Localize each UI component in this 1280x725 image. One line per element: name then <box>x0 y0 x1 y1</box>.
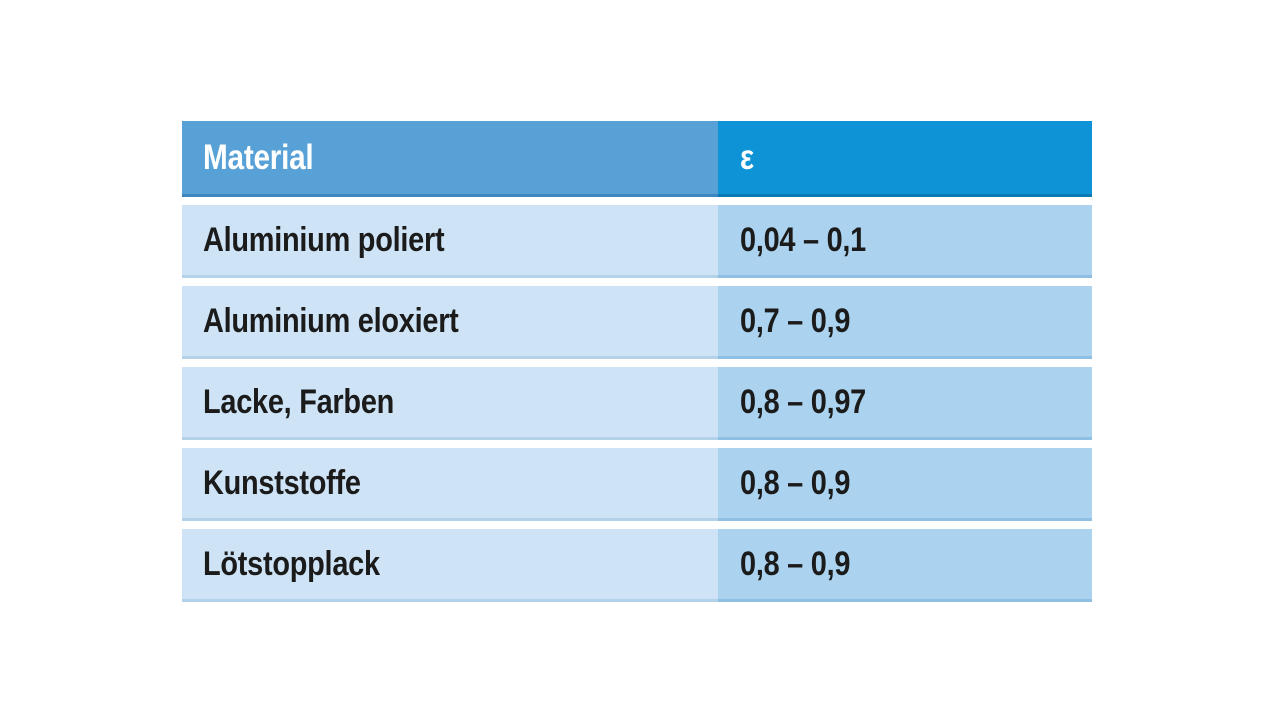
table-row: Aluminium eloxiert 0,7 – 0,9 <box>182 286 1092 359</box>
epsilon-value: 0,8 – 0,97 <box>740 382 867 421</box>
epsilon-value: 0,7 – 0,9 <box>740 301 851 340</box>
header-cell-epsilon: ε <box>718 121 1092 197</box>
cell-epsilon: 0,8 – 0,9 <box>718 448 1092 521</box>
cell-epsilon: 0,7 – 0,9 <box>718 286 1092 359</box>
cell-epsilon: 0,8 – 0,9 <box>718 529 1092 602</box>
material-value: Aluminium eloxiert <box>203 301 459 340</box>
cell-material: Lacke, Farben <box>182 367 718 440</box>
emissivity-table: Material ε Aluminium poliert 0,04 – 0,1 … <box>182 121 1092 602</box>
cell-material: Aluminium poliert <box>182 205 718 278</box>
header-label-material: Material <box>203 137 314 177</box>
material-value: Aluminium poliert <box>203 220 445 259</box>
material-value: Lacke, Farben <box>203 382 395 421</box>
cell-material: Kunststoffe <box>182 448 718 521</box>
header-label-epsilon: ε <box>740 137 754 177</box>
cell-epsilon: 0,8 – 0,97 <box>718 367 1092 440</box>
cell-material: Lötstopplack <box>182 529 718 602</box>
table-row: Lötstopplack 0,8 – 0,9 <box>182 529 1092 602</box>
epsilon-value: 0,8 – 0,9 <box>740 544 851 583</box>
header-cell-material: Material <box>182 121 718 197</box>
cell-epsilon: 0,04 – 0,1 <box>718 205 1092 278</box>
table-row: Lacke, Farben 0,8 – 0,97 <box>182 367 1092 440</box>
material-value: Lötstopplack <box>203 544 380 583</box>
cell-material: Aluminium eloxiert <box>182 286 718 359</box>
table-header-row: Material ε <box>182 121 1092 197</box>
epsilon-value: 0,04 – 0,1 <box>740 220 867 259</box>
table-row: Aluminium poliert 0,04 – 0,1 <box>182 205 1092 278</box>
epsilon-value: 0,8 – 0,9 <box>740 463 851 502</box>
table-row: Kunststoffe 0,8 – 0,9 <box>182 448 1092 521</box>
material-value: Kunststoffe <box>203 463 361 502</box>
